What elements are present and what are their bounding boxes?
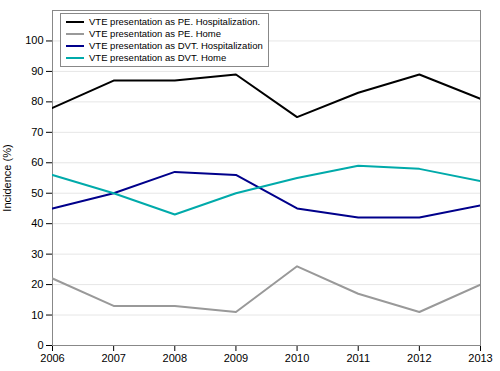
svg-text:80: 80 xyxy=(31,95,43,107)
svg-text:40: 40 xyxy=(31,217,43,229)
html-text:VTE presentation as DVT. Home: VTE presentation as DVT. Home xyxy=(89,52,227,63)
html-text:VTE presentation as PE. Hospit: VTE presentation as PE. Hospitalization. xyxy=(89,16,261,27)
svg-text:60: 60 xyxy=(31,156,43,168)
svg-text:70: 70 xyxy=(31,126,43,138)
svg-text:30: 30 xyxy=(31,248,43,260)
svg-text:100: 100 xyxy=(25,34,43,46)
svg-text:Incidence (%): Incidence (%) xyxy=(1,144,13,211)
svg-text:90: 90 xyxy=(31,65,43,77)
svg-text:2007: 2007 xyxy=(101,352,125,364)
svg-text:2010: 2010 xyxy=(285,352,309,364)
html-text:VTE presentation as PE. Home: VTE presentation as PE. Home xyxy=(89,28,221,39)
svg-text:50: 50 xyxy=(31,187,43,199)
svg-text:20: 20 xyxy=(31,278,43,290)
svg-text:2013: 2013 xyxy=(468,352,492,364)
svg-text:2008: 2008 xyxy=(163,352,187,364)
svg-text:2009: 2009 xyxy=(224,352,248,364)
svg-text:10: 10 xyxy=(31,309,43,321)
svg-text:2012: 2012 xyxy=(407,352,431,364)
svg-text:0: 0 xyxy=(37,339,43,351)
svg-text:2006: 2006 xyxy=(40,352,64,364)
html-text:VTE presentation as DVT. Hospi: VTE presentation as DVT. Hospitalization xyxy=(89,40,263,51)
svg-text:2011: 2011 xyxy=(346,352,370,364)
